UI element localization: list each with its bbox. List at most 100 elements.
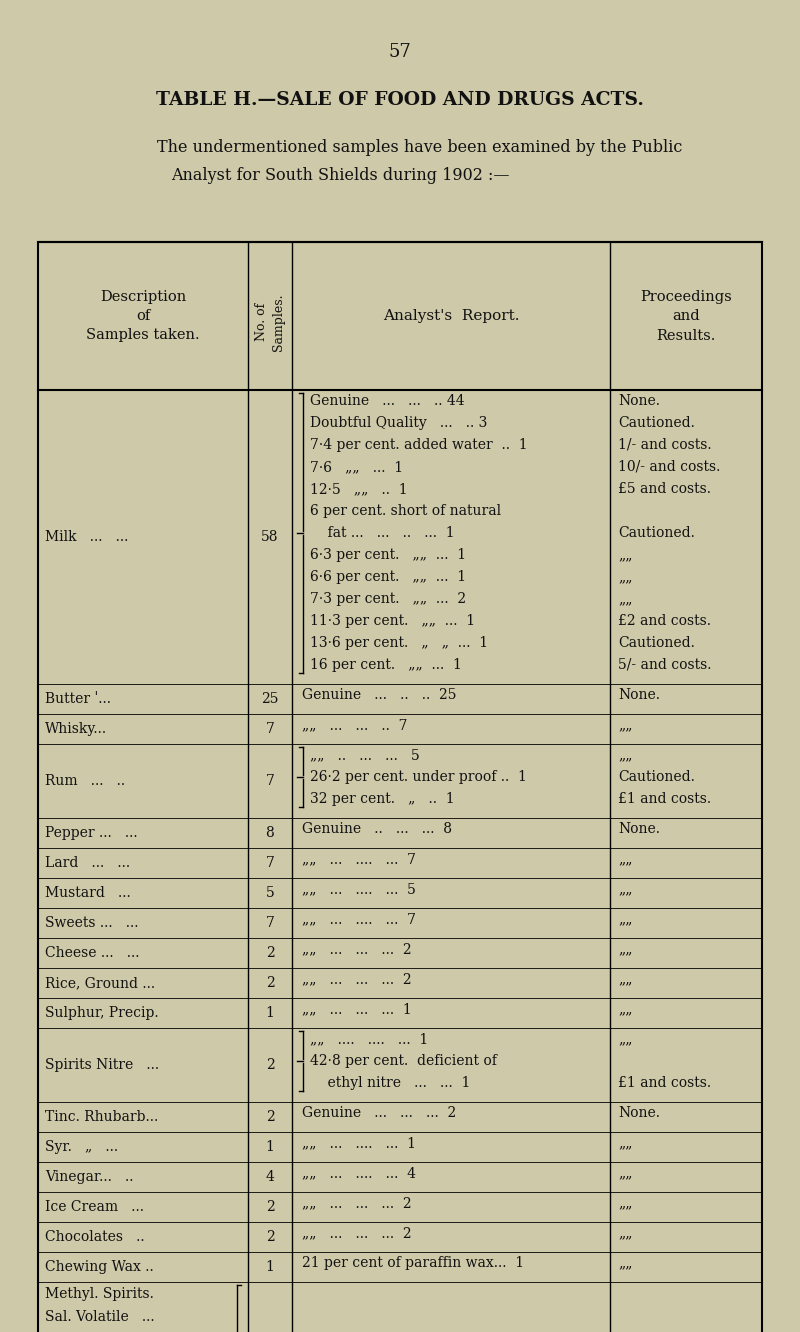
Text: „„   ...   ...   ..  7: „„ ... ... .. 7 <box>302 718 407 733</box>
Text: Methyl. Spirits.: Methyl. Spirits. <box>45 1287 154 1300</box>
Text: Rum   ...   ..: Rum ... .. <box>45 774 125 789</box>
Text: 2: 2 <box>266 976 274 990</box>
Text: 2: 2 <box>266 1058 274 1072</box>
Text: Cautioned.: Cautioned. <box>618 635 695 650</box>
Text: Chocolates   ..: Chocolates .. <box>45 1229 145 1244</box>
Text: 57: 57 <box>389 43 411 61</box>
Text: „„: „„ <box>618 942 633 956</box>
Text: 42·8 per cent.  deficient of: 42·8 per cent. deficient of <box>310 1054 497 1068</box>
Text: 7: 7 <box>266 916 274 930</box>
Text: „„: „„ <box>618 749 633 762</box>
Text: 5/- and costs.: 5/- and costs. <box>618 658 711 673</box>
Text: 7·4 per cent. added water  ..  1: 7·4 per cent. added water .. 1 <box>310 438 528 452</box>
Text: 2: 2 <box>266 1110 274 1124</box>
Text: „„   ...   ...   ...  2: „„ ... ... ... 2 <box>302 1225 412 1240</box>
Text: „„: „„ <box>618 547 633 562</box>
Text: 6·6 per cent.   „„  ...  1: 6·6 per cent. „„ ... 1 <box>310 570 466 583</box>
Text: „„: „„ <box>618 1166 633 1180</box>
Text: 5: 5 <box>266 886 274 900</box>
Text: 7·6   „„   ...  1: 7·6 „„ ... 1 <box>310 460 403 474</box>
Text: 13·6 per cent.   „   „  ...  1: 13·6 per cent. „ „ ... 1 <box>310 635 488 650</box>
Text: Analyst's  Report.: Analyst's Report. <box>382 309 519 322</box>
Text: „„: „„ <box>618 591 633 606</box>
Text: 7: 7 <box>266 722 274 737</box>
Text: 2: 2 <box>266 1200 274 1213</box>
Text: „„: „„ <box>618 1032 633 1046</box>
Text: „„   ...   ....   ...  1: „„ ... .... ... 1 <box>302 1136 416 1150</box>
Text: 25: 25 <box>262 693 278 706</box>
Text: Description
of
Samples taken.: Description of Samples taken. <box>86 289 200 342</box>
Text: Syr.   „   ...: Syr. „ ... <box>45 1140 118 1154</box>
Text: 32 per cent.   „   ..  1: 32 per cent. „ .. 1 <box>310 793 454 806</box>
Text: Sulphur, Precip.: Sulphur, Precip. <box>45 1006 158 1020</box>
Text: „„   ...   ....   ...  7: „„ ... .... ... 7 <box>302 912 416 926</box>
Text: „„: „„ <box>618 882 633 896</box>
Text: 2: 2 <box>266 1229 274 1244</box>
Text: „„: „„ <box>618 1256 633 1269</box>
Text: 1/- and costs.: 1/- and costs. <box>618 438 712 452</box>
Text: 58: 58 <box>262 530 278 543</box>
Text: 8: 8 <box>266 826 274 840</box>
Text: Tinc. Rhubarb...: Tinc. Rhubarb... <box>45 1110 158 1124</box>
Text: „„   ...   ....   ...  7: „„ ... .... ... 7 <box>302 852 416 866</box>
Text: None.: None. <box>618 394 660 408</box>
Text: None.: None. <box>618 822 660 836</box>
Text: £1 and costs.: £1 and costs. <box>618 793 711 806</box>
Text: Chewing Wax ..: Chewing Wax .. <box>45 1260 154 1273</box>
Text: £2 and costs.: £2 and costs. <box>618 614 711 627</box>
Text: TABLE H.—SALE OF FOOD AND DRUGS ACTS.: TABLE H.—SALE OF FOOD AND DRUGS ACTS. <box>156 91 644 109</box>
Text: 1: 1 <box>266 1140 274 1154</box>
Text: 11·3 per cent.   „„  ...  1: 11·3 per cent. „„ ... 1 <box>310 614 475 627</box>
Text: None.: None. <box>618 689 660 702</box>
Text: „„: „„ <box>618 718 633 733</box>
Text: 21 per cent of paraffin wax...  1: 21 per cent of paraffin wax... 1 <box>302 1256 524 1269</box>
Text: Cheese ...   ...: Cheese ... ... <box>45 946 139 960</box>
Text: Butter ˈ...: Butter ˈ... <box>45 693 111 706</box>
Text: Genuine   ..   ...   ...  8: Genuine .. ... ... 8 <box>302 822 452 836</box>
Text: Proceedings
and
Results.: Proceedings and Results. <box>640 289 732 342</box>
Text: 12·5   „„   ..  1: 12·5 „„ .. 1 <box>310 482 408 496</box>
Text: „„   ...   ...   ...  1: „„ ... ... ... 1 <box>302 1002 412 1016</box>
Text: „„   ...   ....   ...  5: „„ ... .... ... 5 <box>302 882 416 896</box>
Text: Sal. Volatile   ...: Sal. Volatile ... <box>45 1309 154 1324</box>
Text: 1: 1 <box>266 1006 274 1020</box>
Text: No. of
Samples.: No. of Samples. <box>255 293 285 350</box>
Text: Genuine   ...   ...   .. 44: Genuine ... ... .. 44 <box>310 394 465 408</box>
Text: „„: „„ <box>618 972 633 986</box>
Text: Lard   ...   ...: Lard ... ... <box>45 856 130 870</box>
Text: „„: „„ <box>618 1196 633 1209</box>
Text: Sweets ...   ...: Sweets ... ... <box>45 916 138 930</box>
Text: Milk   ...   ...: Milk ... ... <box>45 530 128 543</box>
Text: „„: „„ <box>618 570 633 583</box>
Text: Mustard   ...: Mustard ... <box>45 886 130 900</box>
Text: „„: „„ <box>618 912 633 926</box>
Text: 7·3 per cent.   „„  ...  2: 7·3 per cent. „„ ... 2 <box>310 591 466 606</box>
Text: 4: 4 <box>266 1169 274 1184</box>
Text: Spirits Nitre   ...: Spirits Nitre ... <box>45 1058 159 1072</box>
Text: Genuine   ...   ..   ..  25: Genuine ... .. .. 25 <box>302 689 457 702</box>
Text: Vinegar...   ..: Vinegar... .. <box>45 1169 134 1184</box>
Text: £1 and costs.: £1 and costs. <box>618 1076 711 1090</box>
Text: Cautioned.: Cautioned. <box>618 526 695 539</box>
Text: „„: „„ <box>618 852 633 866</box>
Text: Doubtful Quality   ...   .. 3: Doubtful Quality ... .. 3 <box>310 416 487 430</box>
Text: 26·2 per cent. under proof ..  1: 26·2 per cent. under proof .. 1 <box>310 770 527 785</box>
Text: „„   ...   ...   ...  2: „„ ... ... ... 2 <box>302 972 412 986</box>
Text: „„   ...   ...   ...  2: „„ ... ... ... 2 <box>302 1196 412 1209</box>
Text: 7: 7 <box>266 774 274 789</box>
Text: 1: 1 <box>266 1260 274 1273</box>
Text: Whisky...: Whisky... <box>45 722 107 737</box>
Text: Rice, Ground ...: Rice, Ground ... <box>45 976 155 990</box>
Text: 6 per cent. short of natural: 6 per cent. short of natural <box>310 503 501 518</box>
Text: ethyl nitre   ...   ...  1: ethyl nitre ... ... 1 <box>310 1076 470 1090</box>
Text: £5 and costs.: £5 and costs. <box>618 482 711 496</box>
Text: Ice Cream   ...: Ice Cream ... <box>45 1200 144 1213</box>
Text: Cautioned.: Cautioned. <box>618 770 695 785</box>
Text: 6·3 per cent.   „„  ...  1: 6·3 per cent. „„ ... 1 <box>310 547 466 562</box>
Text: 16 per cent.   „„  ...  1: 16 per cent. „„ ... 1 <box>310 658 462 673</box>
Text: fat ...   ...   ..   ...  1: fat ... ... .. ... 1 <box>310 526 454 539</box>
Text: Analyst for South Shields during 1902 :—: Analyst for South Shields during 1902 :— <box>170 166 510 184</box>
Text: „„: „„ <box>618 1225 633 1240</box>
Text: 10/- and costs.: 10/- and costs. <box>618 460 720 474</box>
Text: „„   ..   ...   ...   5: „„ .. ... ... 5 <box>310 749 420 762</box>
